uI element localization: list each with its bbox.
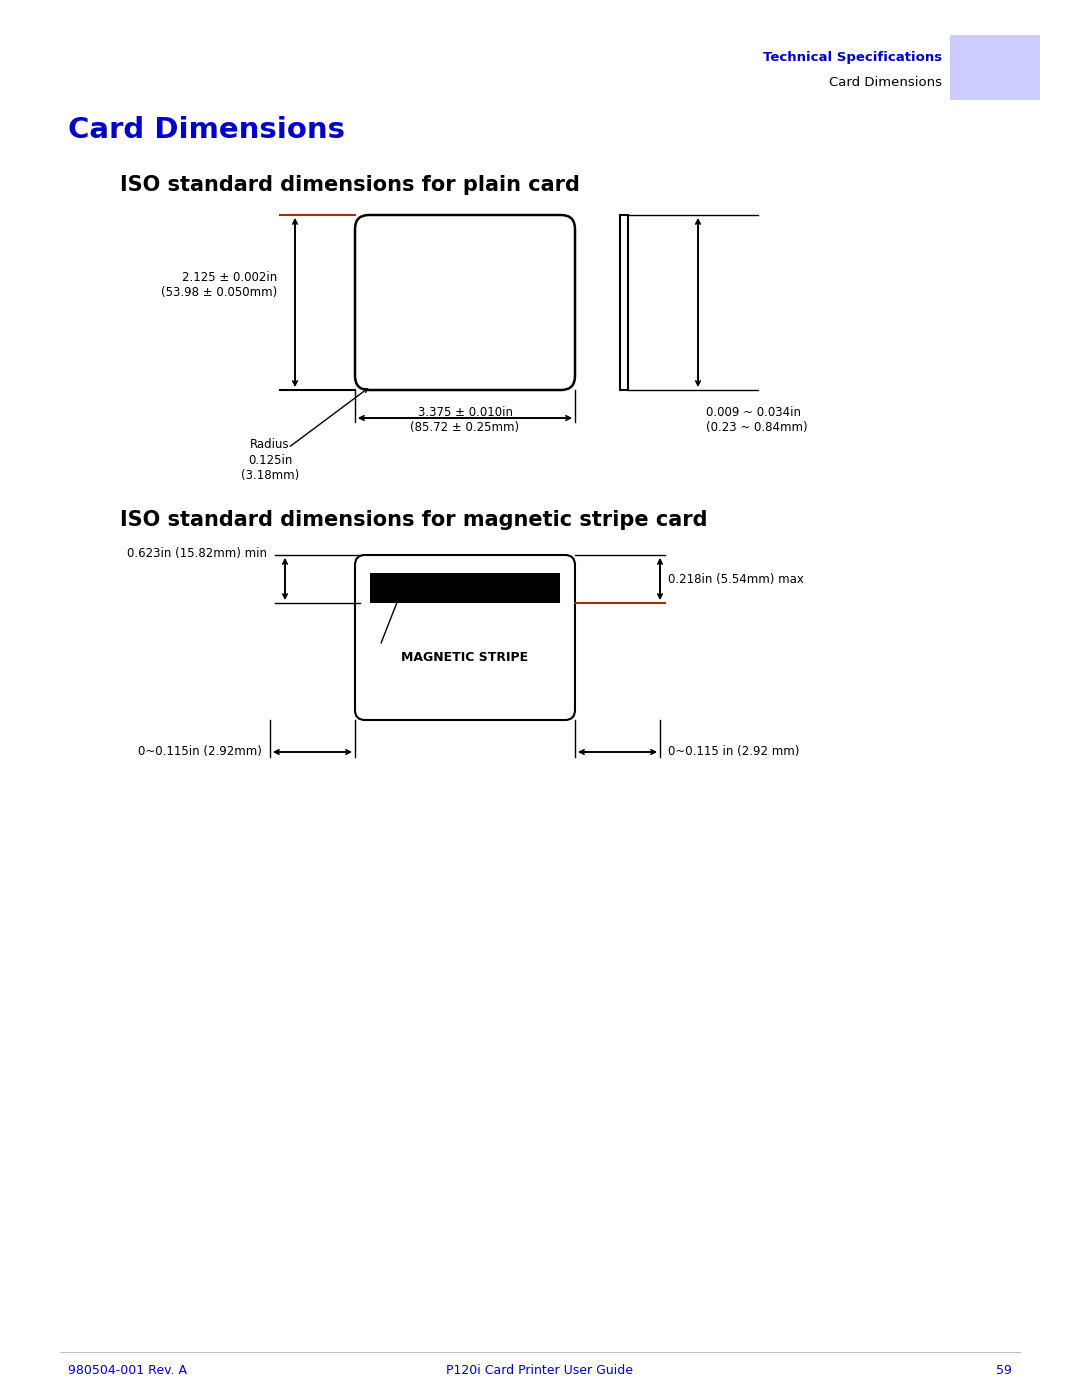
Text: 980504-001 Rev. A: 980504-001 Rev. A <box>68 1363 187 1376</box>
FancyBboxPatch shape <box>355 555 575 719</box>
Text: 0~0.115in (2.92mm): 0~0.115in (2.92mm) <box>138 746 262 759</box>
Bar <box>620 215 627 390</box>
Text: P120i Card Printer User Guide: P120i Card Printer User Guide <box>446 1363 634 1376</box>
Text: Technical Specifications: Technical Specifications <box>762 50 942 63</box>
Text: 2.125 ± 0.002in
(53.98 ± 0.050mm): 2.125 ± 0.002in (53.98 ± 0.050mm) <box>161 271 276 299</box>
Text: 0.009 ~ 0.034in
(0.23 ~ 0.84mm): 0.009 ~ 0.034in (0.23 ~ 0.84mm) <box>706 407 808 434</box>
Text: MAGNETIC STRIPE: MAGNETIC STRIPE <box>402 651 528 664</box>
Text: 59: 59 <box>996 1363 1012 1376</box>
Text: 0.623in (15.82mm) min: 0.623in (15.82mm) min <box>127 548 267 560</box>
Text: ISO standard dimensions for magnetic stripe card: ISO standard dimensions for magnetic str… <box>120 510 707 529</box>
FancyBboxPatch shape <box>355 215 575 390</box>
Text: Card Dimensions: Card Dimensions <box>68 116 345 144</box>
Text: Radius
0.125in
(3.18mm): Radius 0.125in (3.18mm) <box>241 439 299 482</box>
Text: 3.375 ± 0.010in
(85.72 ± 0.25mm): 3.375 ± 0.010in (85.72 ± 0.25mm) <box>410 407 519 434</box>
Text: ISO standard dimensions for plain card: ISO standard dimensions for plain card <box>120 175 580 196</box>
Text: Card Dimensions: Card Dimensions <box>829 77 942 89</box>
Text: 0.218in (5.54mm) max: 0.218in (5.54mm) max <box>669 573 804 585</box>
Text: 0~0.115 in (2.92 mm): 0~0.115 in (2.92 mm) <box>669 746 799 759</box>
Bar <box>370 573 561 604</box>
Bar <box>950 35 1040 101</box>
